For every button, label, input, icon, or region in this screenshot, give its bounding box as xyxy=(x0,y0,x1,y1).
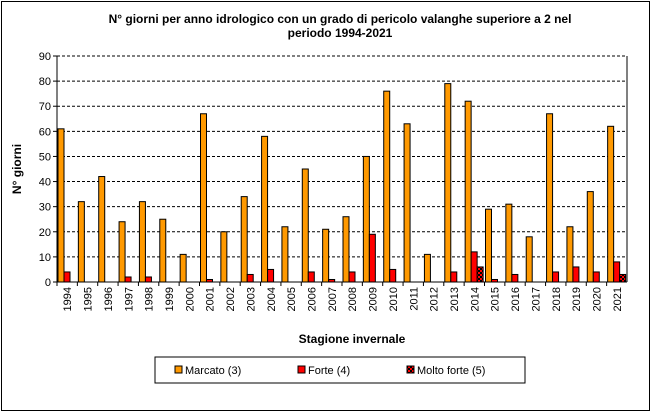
x-tick-label: 2004 xyxy=(266,287,278,311)
legend-swatch xyxy=(174,365,183,374)
bar-marcato xyxy=(322,228,330,283)
chart-title-line-2: periodo 1994-2021 xyxy=(288,26,393,40)
x-tick-label: 2018 xyxy=(551,287,563,311)
y-tick-label: 20 xyxy=(39,227,51,239)
legend: Marcato (3) Forte (4) Molto forte (5) xyxy=(154,356,526,384)
bar-marcato xyxy=(118,221,126,283)
legend-swatch xyxy=(406,365,415,374)
bar-marcato xyxy=(57,128,65,283)
bar-forte xyxy=(368,233,376,283)
y-tick-label: 80 xyxy=(39,76,51,88)
x-tick-label: 1998 xyxy=(144,287,156,311)
bar-marcato xyxy=(464,100,472,283)
x-tick-label: 2013 xyxy=(449,287,461,311)
x-tick-label: 2017 xyxy=(530,287,542,311)
x-tick-label: 2019 xyxy=(571,287,583,311)
bar-forte xyxy=(267,268,275,283)
bar-marcato xyxy=(220,231,228,283)
x-tick-label: 2002 xyxy=(225,287,237,311)
x-tick-label: 2015 xyxy=(490,287,502,311)
bar-marcato xyxy=(138,201,146,283)
x-axis-label: Stagione invernale xyxy=(299,332,406,346)
bar-marcato xyxy=(423,253,431,283)
bar-forte xyxy=(348,271,356,283)
bar-marcato xyxy=(586,191,594,283)
bar-forte xyxy=(63,271,71,283)
bar-marcato xyxy=(383,90,391,283)
chart-title-line-1: N° giorni per anno idrologico con un gra… xyxy=(109,12,572,26)
y-tick-label: 60 xyxy=(39,126,51,138)
bar-forte xyxy=(470,251,478,283)
y-tick-label: 10 xyxy=(39,252,51,264)
bar-forte xyxy=(592,271,600,283)
x-tick-label: 2000 xyxy=(184,287,196,311)
y-tick-label: 30 xyxy=(39,202,51,214)
bar-marcato xyxy=(77,201,85,283)
bar-marcato xyxy=(525,236,533,283)
bar-forte xyxy=(613,261,621,283)
y-tick-label: 90 xyxy=(39,51,51,63)
x-tick-label: 2014 xyxy=(469,287,481,311)
legend-label: Forte (4) xyxy=(308,365,350,377)
x-tick-label: 2005 xyxy=(286,287,298,311)
bar-forte xyxy=(552,271,560,283)
x-tick-label: 1996 xyxy=(103,287,115,311)
y-axis-label: N° giorni xyxy=(10,144,24,194)
x-tick-label: 1994 xyxy=(62,287,74,311)
x-tick-label: 2003 xyxy=(245,287,257,311)
bar-marcato xyxy=(98,176,106,283)
bar-marcato xyxy=(444,83,452,283)
bar-forte xyxy=(124,276,132,283)
y-tick-label: 0 xyxy=(45,277,51,289)
x-tick-label: 2010 xyxy=(388,287,400,311)
bar-marcato xyxy=(485,208,492,283)
y-tick-label: 40 xyxy=(39,177,51,189)
bar-forte xyxy=(144,276,152,283)
bar-marcato xyxy=(362,155,370,283)
bar-molto-forte xyxy=(619,273,627,283)
legend-swatch xyxy=(297,365,306,374)
bar-forte xyxy=(511,273,519,283)
bar-marcato xyxy=(281,226,289,283)
bar-marcato xyxy=(403,123,411,283)
bar-forte xyxy=(389,268,397,283)
bar-forte xyxy=(246,273,254,283)
y-tick-label: 70 xyxy=(39,101,51,113)
x-tick-label: 2007 xyxy=(327,287,339,311)
x-tick-label: 2001 xyxy=(205,287,217,311)
bar-marcato xyxy=(159,218,167,283)
x-tick-label: 2011 xyxy=(408,287,420,311)
bar-marcato xyxy=(342,216,350,283)
x-tick-label: 2016 xyxy=(510,287,522,311)
bar-forte xyxy=(572,266,580,283)
bar-marcato xyxy=(607,125,615,283)
x-tick-label: 1995 xyxy=(83,287,95,311)
x-tick-label: 2008 xyxy=(347,287,359,311)
bar-marcato xyxy=(566,226,574,283)
x-tick-label: 1997 xyxy=(123,287,135,311)
bar-marcato xyxy=(301,168,309,283)
bar-molto-forte xyxy=(476,266,484,283)
x-tick-label: 2020 xyxy=(591,287,603,311)
bar-forte xyxy=(450,271,458,283)
x-tick-label: 2012 xyxy=(429,287,441,311)
bar-marcato xyxy=(240,196,248,283)
bar-marcato xyxy=(546,113,554,283)
x-tick-label: 2009 xyxy=(368,287,380,311)
legend-label: Molto forte (5) xyxy=(417,365,485,377)
bar-marcato xyxy=(261,135,269,283)
bar-marcato xyxy=(179,253,187,283)
x-tick-label: 1999 xyxy=(164,287,176,311)
bar-marcato xyxy=(505,203,513,283)
legend-label: Marcato (3) xyxy=(185,365,241,377)
y-tick-label: 50 xyxy=(39,151,51,163)
bar-marcato xyxy=(200,113,207,283)
x-tick-label: 2006 xyxy=(306,287,318,311)
x-tick-label: 2021 xyxy=(612,287,624,311)
bar-forte xyxy=(307,271,315,283)
